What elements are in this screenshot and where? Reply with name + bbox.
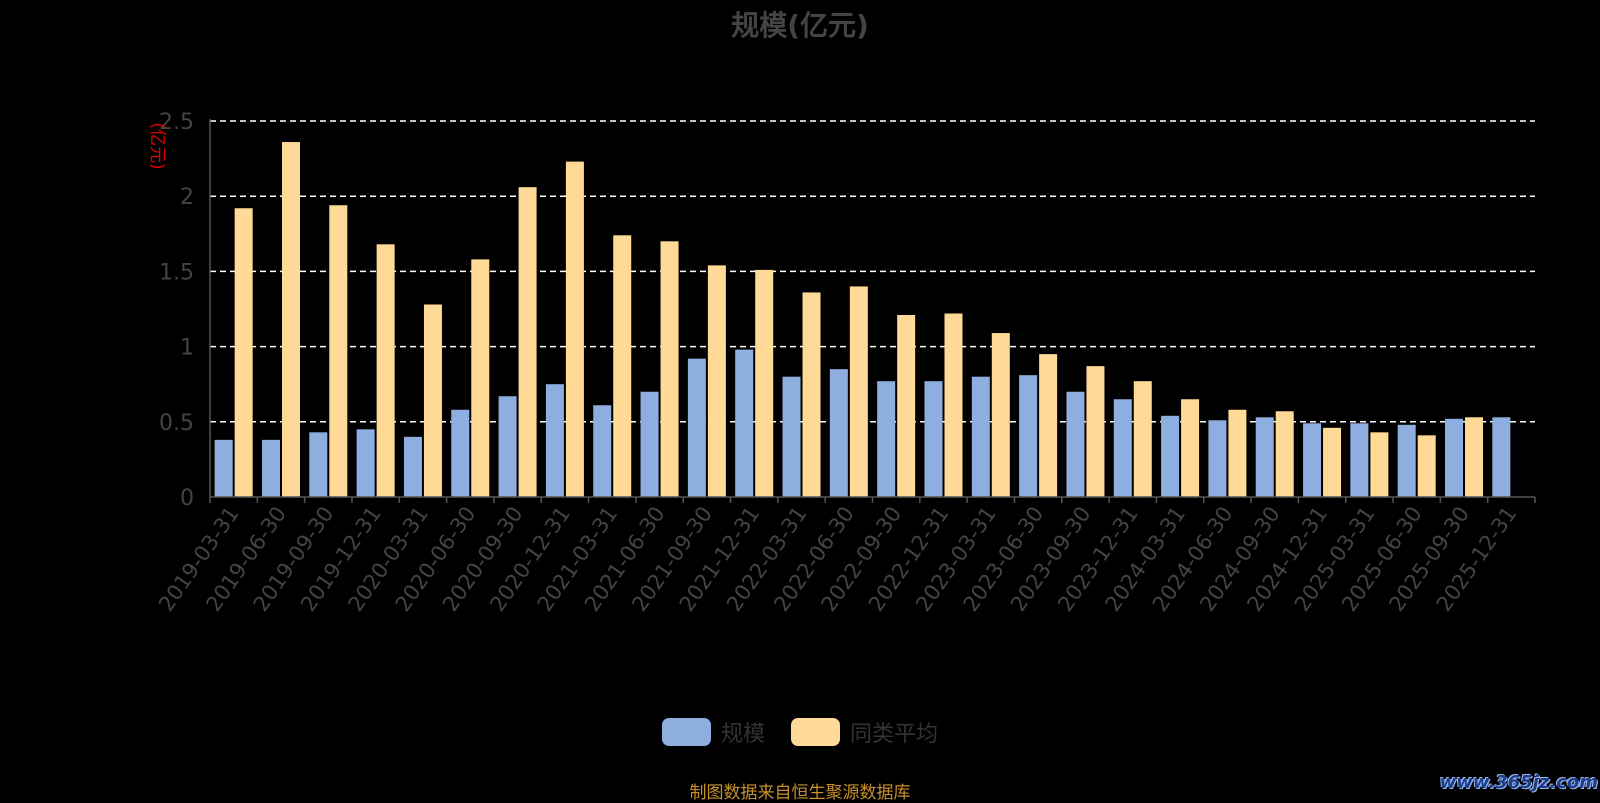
grid-lines bbox=[210, 120, 1535, 423]
bar-scale bbox=[1113, 399, 1132, 497]
y-tick-label: 0 bbox=[180, 486, 194, 511]
bar-scale bbox=[782, 376, 801, 497]
bar-average bbox=[281, 142, 300, 497]
legend-swatch-scale bbox=[661, 718, 711, 746]
bar-scale bbox=[593, 405, 612, 497]
bar-average bbox=[1275, 411, 1294, 497]
bar-average bbox=[376, 244, 395, 497]
legend-label-scale: 规模 bbox=[720, 722, 765, 747]
chart-title: 规模(亿元) bbox=[731, 9, 869, 42]
bar-scale bbox=[1445, 418, 1464, 497]
bar-average bbox=[1417, 435, 1436, 497]
bar-average bbox=[518, 187, 537, 497]
legend-item-average[interactable]: 同类平均 bbox=[791, 716, 938, 748]
y-tick-label: 1 bbox=[180, 336, 194, 361]
y-tick-label: 1.5 bbox=[159, 260, 194, 285]
bar-average bbox=[991, 333, 1010, 497]
legend: 规模 同类平均 bbox=[0, 716, 1600, 748]
bar-scale bbox=[1066, 391, 1085, 497]
bar-average bbox=[1370, 432, 1389, 497]
bar-average bbox=[707, 265, 726, 497]
bar-scale bbox=[545, 384, 564, 497]
bar-average bbox=[234, 208, 253, 497]
bar-chart: 00.511.522.52019-03-312019-06-302019-09-… bbox=[147, 110, 1536, 616]
watermark: www.365jz.com bbox=[1439, 772, 1598, 793]
y-tick-label: 0.5 bbox=[159, 411, 194, 436]
bar-scale bbox=[1208, 420, 1227, 497]
legend-label-average: 同类平均 bbox=[850, 722, 939, 747]
bar-average bbox=[1323, 427, 1342, 497]
legend-item-scale[interactable]: 规模 bbox=[661, 716, 765, 748]
bar-average bbox=[1228, 409, 1247, 497]
bar-average bbox=[1039, 354, 1058, 497]
bar-average bbox=[1133, 381, 1152, 497]
bar-scale bbox=[924, 381, 943, 497]
bar-average bbox=[897, 315, 916, 497]
bar-scale bbox=[451, 409, 470, 497]
source-note: 制图数据来自恒生聚源数据库 bbox=[689, 783, 911, 803]
bar-scale bbox=[214, 439, 233, 497]
bar-scale bbox=[829, 369, 848, 497]
bars bbox=[214, 142, 1511, 497]
bar-scale bbox=[1492, 417, 1511, 497]
legend-swatch-average bbox=[791, 718, 840, 746]
bar-scale bbox=[735, 349, 754, 497]
bar-average bbox=[849, 286, 868, 497]
bar-scale bbox=[309, 432, 328, 497]
bar-scale bbox=[403, 436, 422, 497]
bar-average bbox=[329, 205, 348, 497]
bar-scale bbox=[261, 439, 280, 497]
bar-scale bbox=[1161, 415, 1180, 497]
bar-average bbox=[1181, 399, 1200, 497]
bar-average bbox=[471, 259, 490, 497]
bar-average bbox=[613, 235, 632, 497]
bar-average bbox=[423, 304, 442, 497]
bar-average bbox=[660, 241, 679, 497]
axes: 00.511.522.52019-03-312019-06-302019-09-… bbox=[154, 110, 1536, 616]
bar-average bbox=[755, 269, 774, 497]
bar-average bbox=[802, 292, 821, 497]
bar-scale bbox=[877, 381, 896, 497]
bar-scale bbox=[1303, 423, 1322, 497]
bar-scale bbox=[1019, 375, 1038, 497]
y-tick-label: 2.5 bbox=[159, 110, 194, 135]
bar-average bbox=[1086, 366, 1105, 497]
y-axis-unit-label: (亿元) bbox=[147, 122, 167, 169]
bar-scale bbox=[1255, 417, 1274, 497]
bar-scale bbox=[1350, 423, 1369, 497]
y-tick-label: 2 bbox=[180, 185, 194, 210]
bar-scale bbox=[971, 376, 990, 497]
bar-scale bbox=[1397, 424, 1416, 497]
bar-average bbox=[944, 313, 963, 497]
bar-scale bbox=[640, 391, 659, 497]
bar-scale bbox=[498, 396, 517, 497]
bar-average bbox=[565, 161, 584, 497]
bar-average bbox=[1465, 417, 1484, 497]
bar-scale bbox=[356, 429, 375, 497]
bar-scale bbox=[687, 358, 706, 497]
